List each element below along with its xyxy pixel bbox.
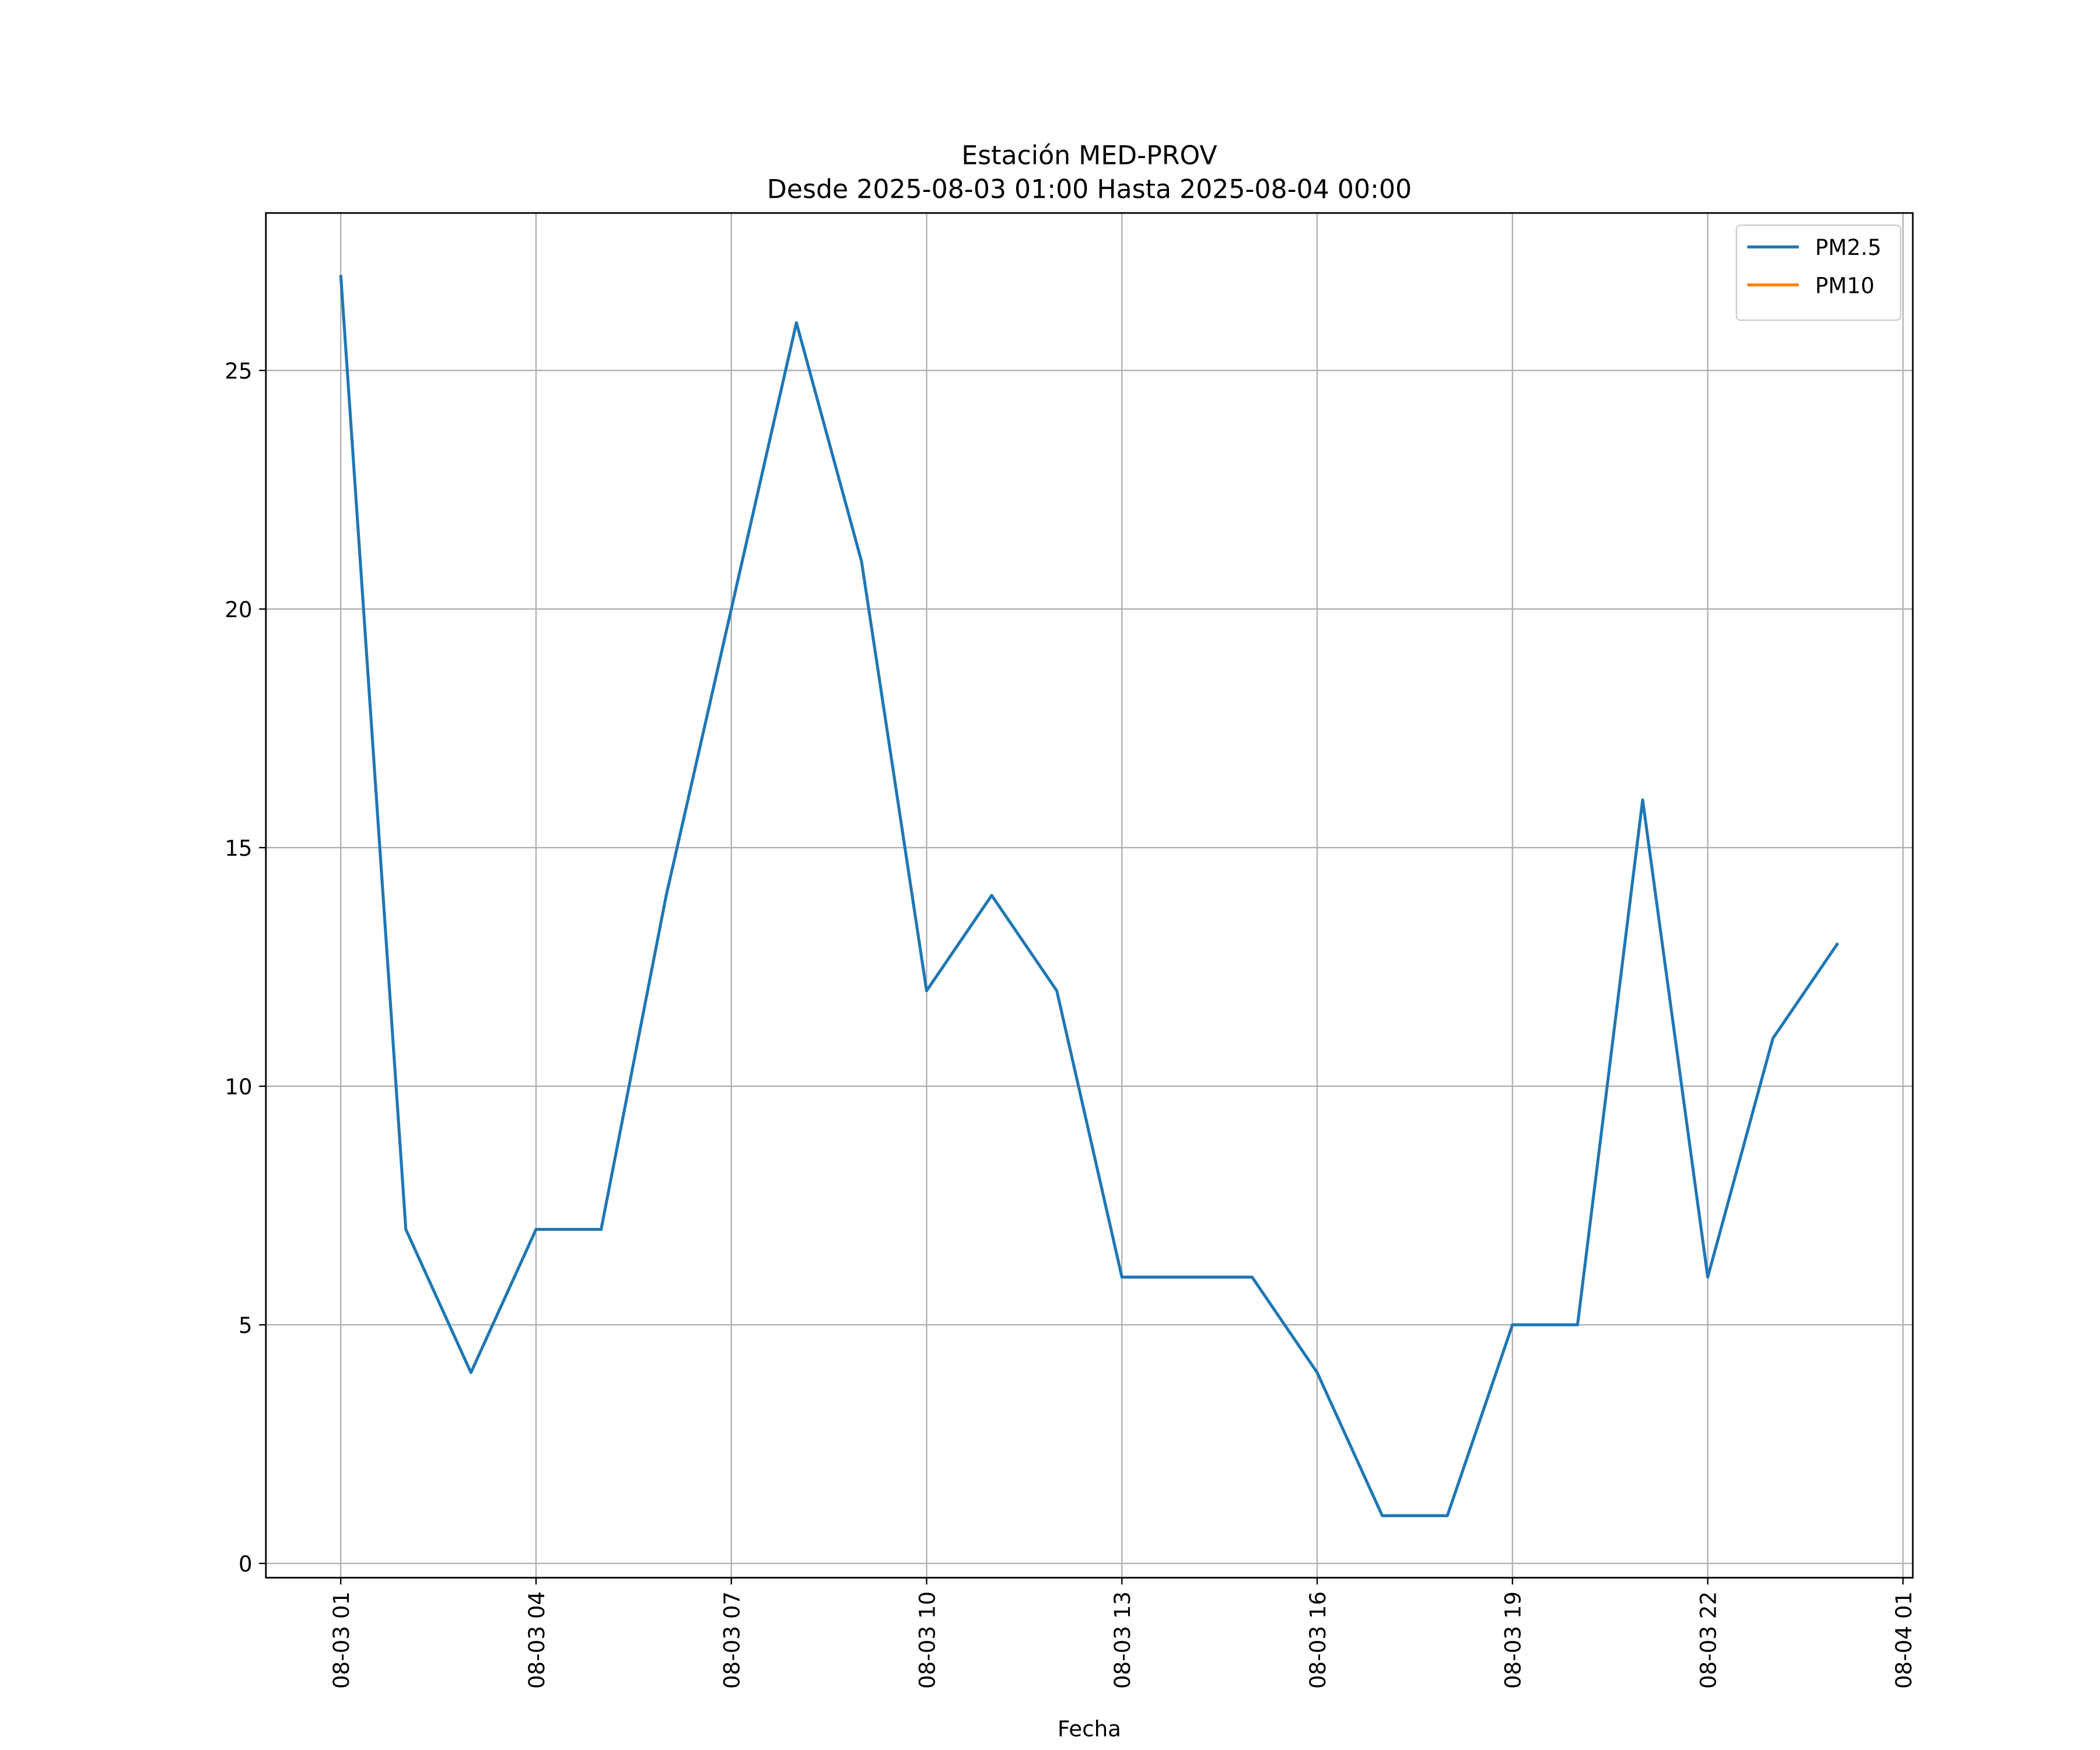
y-tick-label: 25 xyxy=(225,358,252,384)
x-tick-label: 08-03 04 xyxy=(524,1591,550,1689)
legend: PM2.5 PM10 xyxy=(1735,224,1902,321)
x-tick-label: 08-03 22 xyxy=(1696,1591,1721,1689)
x-tick-label: 08-03 19 xyxy=(1500,1591,1526,1689)
x-tick-label: 08-03 10 xyxy=(914,1591,940,1689)
x-tick-label: 08-03 13 xyxy=(1110,1591,1135,1689)
y-tick-label: 10 xyxy=(225,1074,252,1100)
legend-box xyxy=(1735,224,1902,321)
x-tick-label: 08-03 01 xyxy=(328,1591,354,1689)
chart-title: Estación MED-PROV xyxy=(961,141,1217,170)
x-tick-label: 08-03 07 xyxy=(719,1591,745,1689)
data-line xyxy=(339,275,1839,1517)
y-tick-label: 0 xyxy=(239,1551,253,1577)
x-tick-label: 08-03 16 xyxy=(1305,1591,1331,1689)
y-tick-label: 15 xyxy=(225,835,252,861)
y-tick-label: 20 xyxy=(225,597,252,622)
chart-subtitle: Desde 2025-08-03 01:00 Hasta 2025-08-04 … xyxy=(767,175,1412,205)
legend-label: PM2.5 xyxy=(1815,235,1882,260)
x-tick-label: 08-04 01 xyxy=(1891,1591,1916,1689)
x-axis-label: Fecha xyxy=(1058,1716,1121,1742)
y-tick-label: 5 xyxy=(239,1312,253,1338)
legend-label: PM10 xyxy=(1815,272,1875,298)
plot-frame xyxy=(265,212,1914,1579)
